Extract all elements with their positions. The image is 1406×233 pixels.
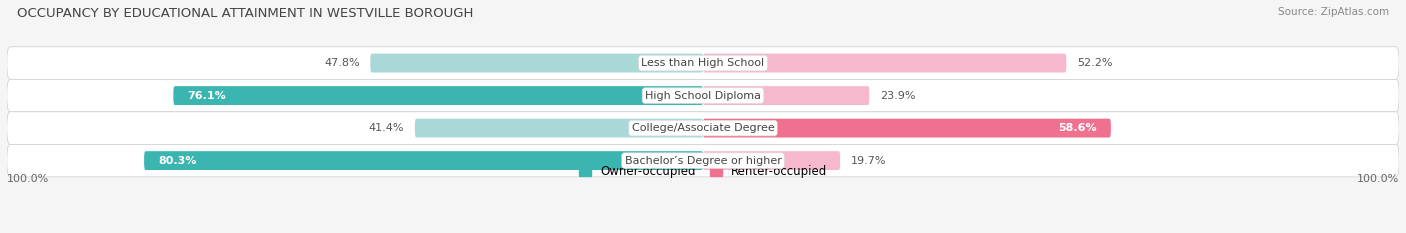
Text: College/Associate Degree: College/Associate Degree bbox=[631, 123, 775, 133]
FancyBboxPatch shape bbox=[370, 54, 703, 72]
Text: 58.6%: 58.6% bbox=[1059, 123, 1097, 133]
Text: 80.3%: 80.3% bbox=[157, 156, 197, 166]
FancyBboxPatch shape bbox=[703, 86, 869, 105]
FancyBboxPatch shape bbox=[7, 79, 1399, 112]
FancyBboxPatch shape bbox=[7, 112, 1399, 144]
Text: 100.0%: 100.0% bbox=[7, 175, 49, 185]
FancyBboxPatch shape bbox=[7, 47, 1399, 79]
FancyBboxPatch shape bbox=[703, 54, 1066, 72]
Text: 19.7%: 19.7% bbox=[851, 156, 886, 166]
Text: OCCUPANCY BY EDUCATIONAL ATTAINMENT IN WESTVILLE BOROUGH: OCCUPANCY BY EDUCATIONAL ATTAINMENT IN W… bbox=[17, 7, 474, 20]
Text: 41.4%: 41.4% bbox=[368, 123, 405, 133]
FancyBboxPatch shape bbox=[703, 119, 1111, 137]
Text: 100.0%: 100.0% bbox=[1357, 175, 1399, 185]
Text: 52.2%: 52.2% bbox=[1077, 58, 1112, 68]
Text: Bachelor’s Degree or higher: Bachelor’s Degree or higher bbox=[624, 156, 782, 166]
Text: Less than High School: Less than High School bbox=[641, 58, 765, 68]
Text: 23.9%: 23.9% bbox=[880, 91, 915, 101]
FancyBboxPatch shape bbox=[173, 86, 703, 105]
Text: High School Diploma: High School Diploma bbox=[645, 91, 761, 101]
FancyBboxPatch shape bbox=[7, 144, 1399, 177]
Text: Source: ZipAtlas.com: Source: ZipAtlas.com bbox=[1278, 7, 1389, 17]
FancyBboxPatch shape bbox=[703, 151, 841, 170]
Text: 47.8%: 47.8% bbox=[325, 58, 360, 68]
Legend: Owner-occupied, Renter-occupied: Owner-occupied, Renter-occupied bbox=[574, 160, 832, 183]
Text: 76.1%: 76.1% bbox=[187, 91, 226, 101]
FancyBboxPatch shape bbox=[145, 151, 703, 170]
FancyBboxPatch shape bbox=[415, 119, 703, 137]
